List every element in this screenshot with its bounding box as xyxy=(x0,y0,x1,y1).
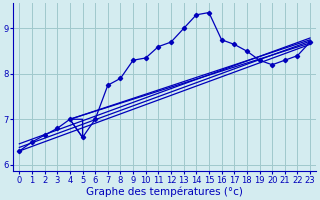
X-axis label: Graphe des températures (°c): Graphe des températures (°c) xyxy=(86,186,243,197)
